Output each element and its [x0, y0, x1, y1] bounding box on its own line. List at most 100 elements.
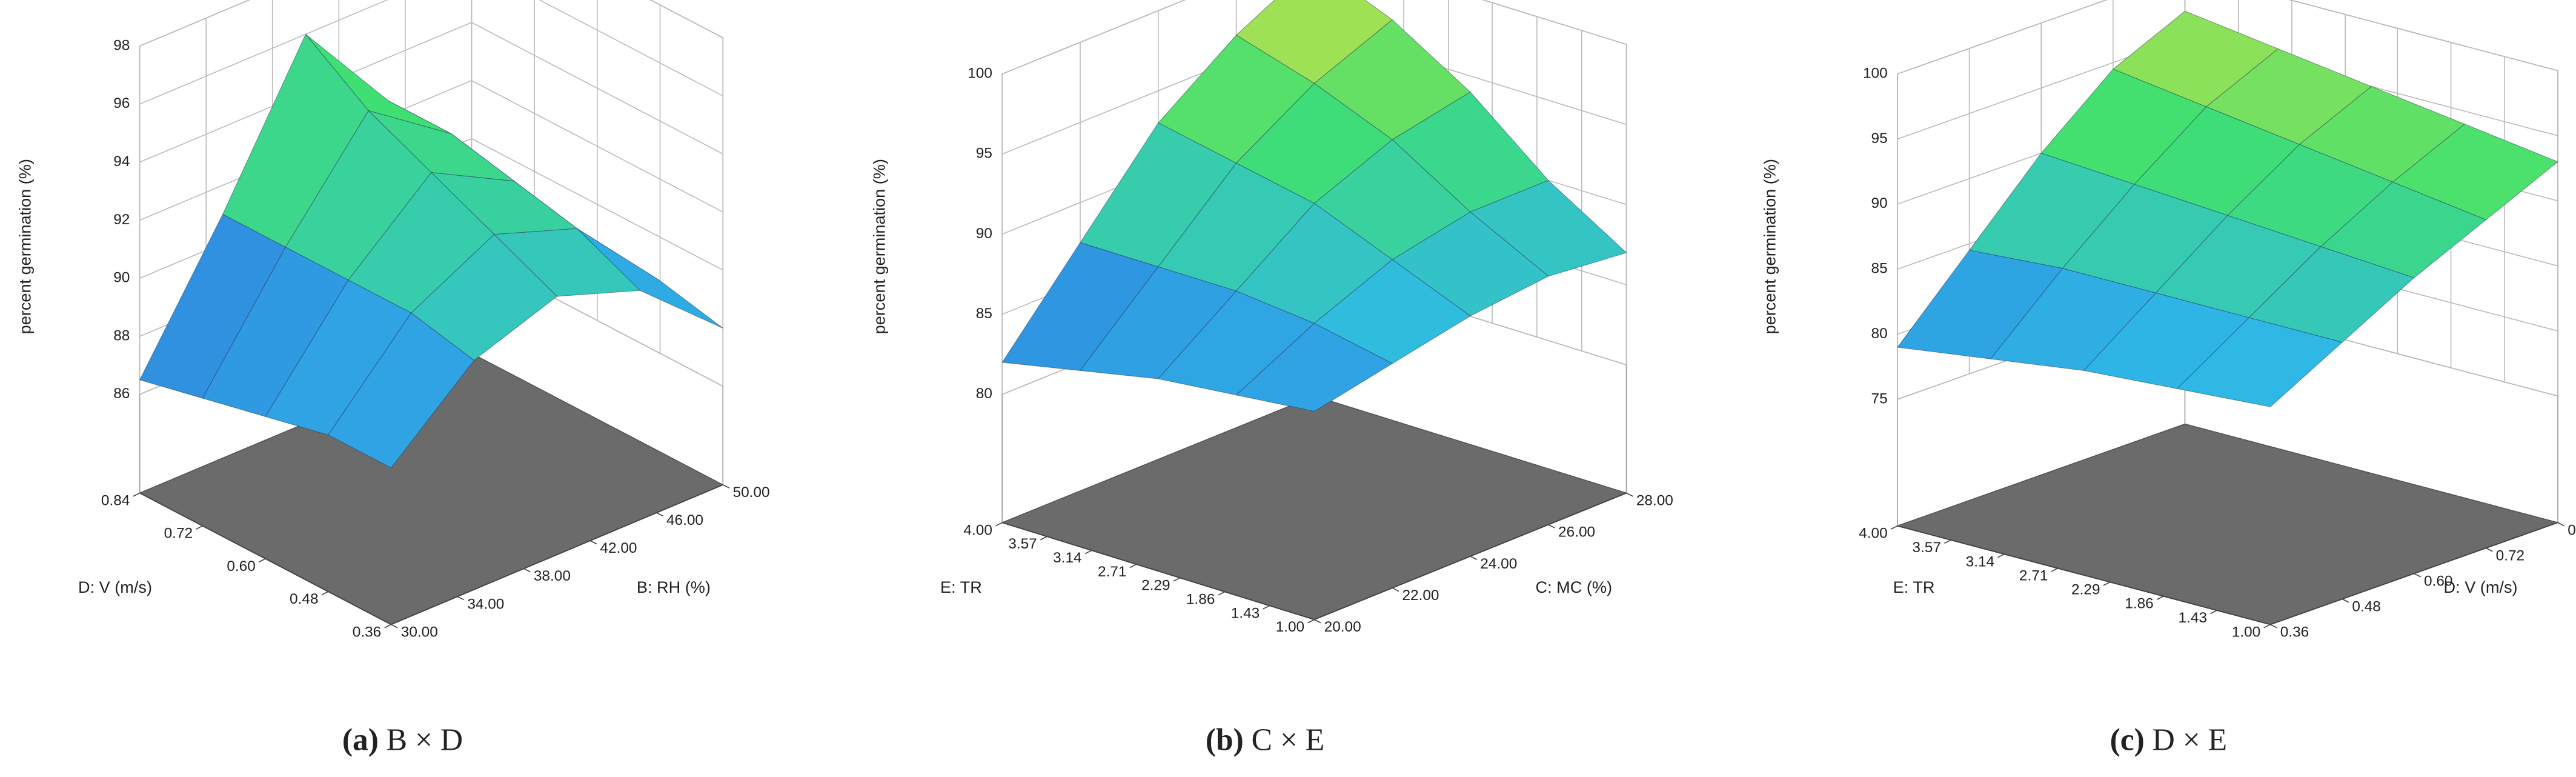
- y-tick-label: 38.00: [534, 568, 571, 584]
- y-tick-label: 0.36: [2280, 624, 2309, 640]
- surface-patch: [2176, 317, 2343, 407]
- tick-mark: [391, 624, 398, 629]
- x-tick-label: 1.86: [2125, 596, 2153, 612]
- x-tick-label: 1.00: [2232, 624, 2260, 640]
- x-tick-label: 0.72: [164, 525, 193, 542]
- tick-mark: [523, 568, 531, 573]
- z-tick-label: 95: [1871, 130, 1888, 147]
- z-tick-label: 80: [976, 385, 992, 402]
- caption-text: C × E: [1252, 722, 1325, 757]
- surface-panel: 86 88 90 92 94 96 98 0.36 0.48 0.60 0.72 0.84 30.00 3…: [16, 0, 770, 757]
- z-tick-label: 100: [968, 65, 992, 81]
- x-tick-label: 2.71: [2019, 568, 2048, 584]
- tick-mark: [1470, 556, 1478, 560]
- tick-mark: [133, 492, 141, 497]
- tick-mark: [2051, 567, 2059, 572]
- tick-mark: [1218, 591, 1226, 596]
- x-tick-label: 1.86: [1186, 591, 1215, 607]
- z-axis-label: percent germination (%): [1760, 159, 1779, 334]
- tick-mark: [995, 522, 1003, 527]
- z-tick-label: 85: [1871, 261, 1888, 277]
- tick-mark: [2486, 547, 2493, 552]
- z-tick-label: 85: [976, 305, 992, 322]
- tick-mark: [722, 484, 730, 489]
- tick-mark: [1944, 539, 1951, 544]
- grid-line: [1001, 0, 1627, 75]
- x-tick-label: 0.36: [353, 624, 381, 640]
- tick-mark: [2270, 624, 2277, 629]
- z-axis-label: percent germination (%): [870, 159, 889, 334]
- tick-mark: [258, 558, 266, 563]
- z-tick-label: 90: [976, 225, 992, 242]
- tick-mark: [2557, 522, 2565, 527]
- x-tick-label: 3.14: [1966, 553, 1994, 570]
- y-tick-label: 42.00: [600, 540, 637, 556]
- y-axis-label: C: MC (%): [1536, 578, 1613, 596]
- surface-patch: [493, 228, 641, 297]
- z-tick-label: 95: [976, 145, 992, 162]
- tick-mark: [321, 591, 329, 596]
- tick-mark: [2210, 610, 2217, 615]
- tick-mark: [656, 512, 663, 517]
- y-tick-label: 20.00: [1324, 619, 1361, 635]
- y-tick-label: 0.72: [2496, 547, 2525, 564]
- y-tick-label: 24.00: [1480, 556, 1517, 572]
- x-axis-label: E: TR: [940, 578, 982, 596]
- tick-mark: [1129, 564, 1137, 569]
- z-tick-label: 86: [113, 385, 130, 402]
- x-tick-label: 3.57: [1912, 539, 1940, 556]
- caption-text: B × D: [387, 722, 463, 757]
- caption: (c) D × E: [2110, 722, 2228, 757]
- y-tick-label: 34.00: [467, 596, 504, 612]
- surface-patch: [1896, 250, 2063, 359]
- x-tick-label: 4.00: [963, 522, 992, 538]
- tick-mark: [196, 525, 203, 530]
- tick-mark: [1890, 525, 1898, 530]
- caption: (b) C × E: [1206, 722, 1324, 757]
- surface-patch: [1235, 322, 1393, 412]
- y-axis-label: B: RH (%): [637, 578, 711, 596]
- tick-mark: [1263, 605, 1270, 610]
- x-tick-label: 3.14: [1053, 550, 1081, 566]
- tick-mark: [2414, 573, 2421, 578]
- surface-panel: 80 85 90 95 100 1.00 1.43 1.86 2.29 2.71 3.14 3.57 4…: [870, 0, 1673, 757]
- axis-line: [1897, 522, 2558, 625]
- x-tick-label: 1.43: [2179, 610, 2207, 626]
- y-tick-label: 46.00: [666, 512, 703, 529]
- y-tick-label: 0.60: [2424, 573, 2452, 589]
- z-tick-label: 90: [1871, 195, 1888, 212]
- x-tick-label: 4.00: [1859, 525, 1887, 542]
- tick-mark: [589, 540, 597, 545]
- surface-patch: [328, 312, 475, 469]
- tick-mark: [1173, 577, 1181, 582]
- surface-patch: [2083, 292, 2250, 389]
- x-tick-label: 1.43: [1231, 605, 1260, 621]
- tick-mark: [2342, 598, 2349, 603]
- tick-mark: [1314, 619, 1321, 624]
- y-tick-label: 0.84: [2568, 522, 2576, 538]
- tick-mark: [1392, 587, 1399, 592]
- grid-line: [1897, 0, 2558, 75]
- z-tick-label: 96: [113, 95, 130, 112]
- tick-mark: [1997, 553, 2005, 558]
- tick-mark: [2263, 624, 2271, 629]
- tick-mark: [457, 596, 465, 601]
- y-tick-label: 28.00: [1636, 492, 1673, 509]
- x-tick-label: 0.60: [227, 558, 255, 575]
- z-tick-label: 80: [1871, 325, 1888, 342]
- tick-mark: [1307, 619, 1315, 624]
- y-tick-label: 50.00: [733, 484, 770, 501]
- z-tick-label: 88: [113, 327, 130, 344]
- x-tick-label: 1.00: [1276, 619, 1304, 635]
- z-tick-label: 92: [113, 212, 130, 228]
- z-tick-label: 98: [113, 37, 130, 53]
- y-tick-label: 0.48: [2352, 598, 2380, 615]
- z-tick-label: 100: [1863, 65, 1888, 81]
- tick-mark: [2156, 596, 2164, 600]
- grid-line: [139, 0, 723, 105]
- floor: [1000, 395, 1628, 621]
- x-axis-label: E: TR: [1893, 578, 1935, 596]
- surface-panel: 75 80 85 90 95 100 1.00 1.43 1.86 2.29 2.71 3.14 3.5…: [1760, 0, 2576, 757]
- x-tick-label: 2.29: [2071, 581, 2100, 598]
